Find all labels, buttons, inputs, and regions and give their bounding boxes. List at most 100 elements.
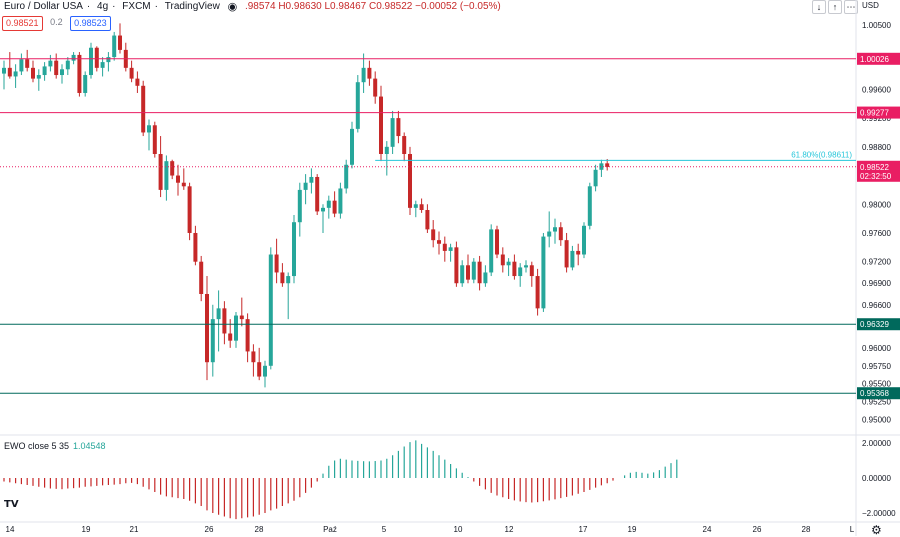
osc-y-tick-label: −2.00000: [862, 509, 896, 518]
x-tick-label: 14: [6, 525, 15, 534]
candle: [361, 67, 366, 83]
oscillator-name[interactable]: EWO close 5 35: [4, 441, 70, 451]
candle: [303, 182, 308, 190]
eye-icon[interactable]: ◉: [227, 1, 238, 13]
candle: [576, 250, 581, 255]
candle: [529, 265, 534, 277]
candle: [413, 204, 418, 208]
interval-label[interactable]: 4g: [97, 1, 109, 12]
header-separator: ·: [112, 1, 116, 12]
candle: [257, 362, 262, 377]
ohlc-readout: .98574 H0.98630 L0.98467 C0.98522 −0.000…: [244, 1, 501, 12]
exchange-label: FXCM: [122, 1, 151, 12]
candle: [332, 200, 337, 214]
arrow-down-icon[interactable]: ↓: [812, 0, 826, 14]
candle: [60, 69, 64, 76]
candle: [71, 54, 76, 61]
candle: [77, 54, 82, 93]
candle: [384, 146, 389, 154]
currency-label[interactable]: USD: [862, 1, 879, 10]
candle: [170, 161, 175, 176]
ask-button[interactable]: 0.98523: [70, 16, 111, 31]
candle: [118, 35, 122, 50]
candle: [483, 272, 488, 284]
level-price-tag: [857, 318, 900, 331]
x-tick-label: 12: [505, 525, 514, 534]
candle: [408, 154, 412, 208]
candle: [379, 96, 383, 154]
candle: [431, 229, 436, 241]
candle: [535, 276, 540, 309]
y-tick-label: 0.95750: [862, 362, 891, 371]
candle: [158, 154, 163, 190]
candle: [593, 169, 598, 187]
candle: [205, 294, 209, 363]
arrow-up-icon[interactable]: ↑: [828, 0, 842, 14]
y-tick-label: 0.99200: [862, 114, 891, 123]
dots-icon[interactable]: ⋯: [844, 0, 858, 14]
candle: [344, 164, 349, 189]
header-separator: ·: [154, 1, 158, 12]
candle: [506, 261, 511, 266]
candle: [251, 351, 256, 363]
gear-icon[interactable]: ⚙: [871, 523, 882, 537]
tradingview-logo[interactable]: 𝗧𝗩: [4, 499, 19, 510]
level-price-tag: [857, 52, 900, 65]
fib-level-label: 61.80%(0.98611): [791, 150, 852, 159]
last-price-tag: [857, 160, 900, 182]
level-price-tag: [857, 387, 900, 400]
candle: [228, 333, 233, 341]
candle: [135, 78, 140, 86]
countdown-label: 02:32:50: [860, 172, 892, 181]
bid-button[interactable]: 0.98521: [2, 16, 43, 31]
candle: [129, 67, 134, 79]
candle: [448, 247, 453, 251]
candle: [48, 60, 53, 67]
level-price-label: 0.99277: [860, 109, 889, 118]
candle: [31, 67, 35, 79]
candle: [152, 125, 157, 154]
candle: [489, 229, 494, 273]
candle: [471, 261, 476, 280]
y-tick-label: 0.98800: [862, 143, 891, 152]
candle: [582, 225, 586, 255]
oscillator-value: 1.04548: [73, 441, 106, 451]
x-tick-label: 26: [205, 525, 214, 534]
y-tick-label: 0.96900: [862, 279, 891, 288]
candle: [65, 60, 70, 70]
candle: [112, 35, 117, 58]
candle: [442, 243, 447, 251]
candle: [36, 75, 41, 79]
candle: [419, 204, 424, 210]
x-tick-label: 28: [255, 525, 264, 534]
candle: [477, 261, 482, 284]
y-tick-label: 0.95000: [862, 416, 891, 425]
candle: [234, 315, 238, 341]
candle: [460, 265, 465, 284]
candle: [402, 136, 407, 154]
spread-value: 0.2: [50, 17, 63, 27]
candle: [599, 163, 604, 170]
y-tick-label: 0.95250: [862, 398, 891, 407]
symbol-name[interactable]: Euro / Dollar USA: [4, 1, 83, 12]
candle: [390, 118, 395, 147]
candle: [512, 261, 517, 277]
x-tick-label: 17: [579, 525, 588, 534]
candle: [367, 67, 372, 79]
candle: [141, 85, 146, 133]
candle: [558, 227, 563, 241]
y-tick-label: 0.96000: [862, 344, 891, 353]
x-tick-label: L: [850, 525, 855, 534]
candle: [42, 66, 47, 76]
candle: [315, 176, 320, 212]
x-tick-label: 21: [130, 525, 139, 534]
y-tick-label: 0.96600: [862, 301, 891, 310]
candle: [321, 207, 325, 212]
x-tick-label: 19: [82, 525, 91, 534]
candle: [245, 319, 250, 352]
candle: [7, 67, 12, 77]
oscillator-legend: EWO close 5 35 1.04548: [4, 440, 106, 452]
candle: [297, 189, 302, 223]
candle: [187, 186, 192, 233]
